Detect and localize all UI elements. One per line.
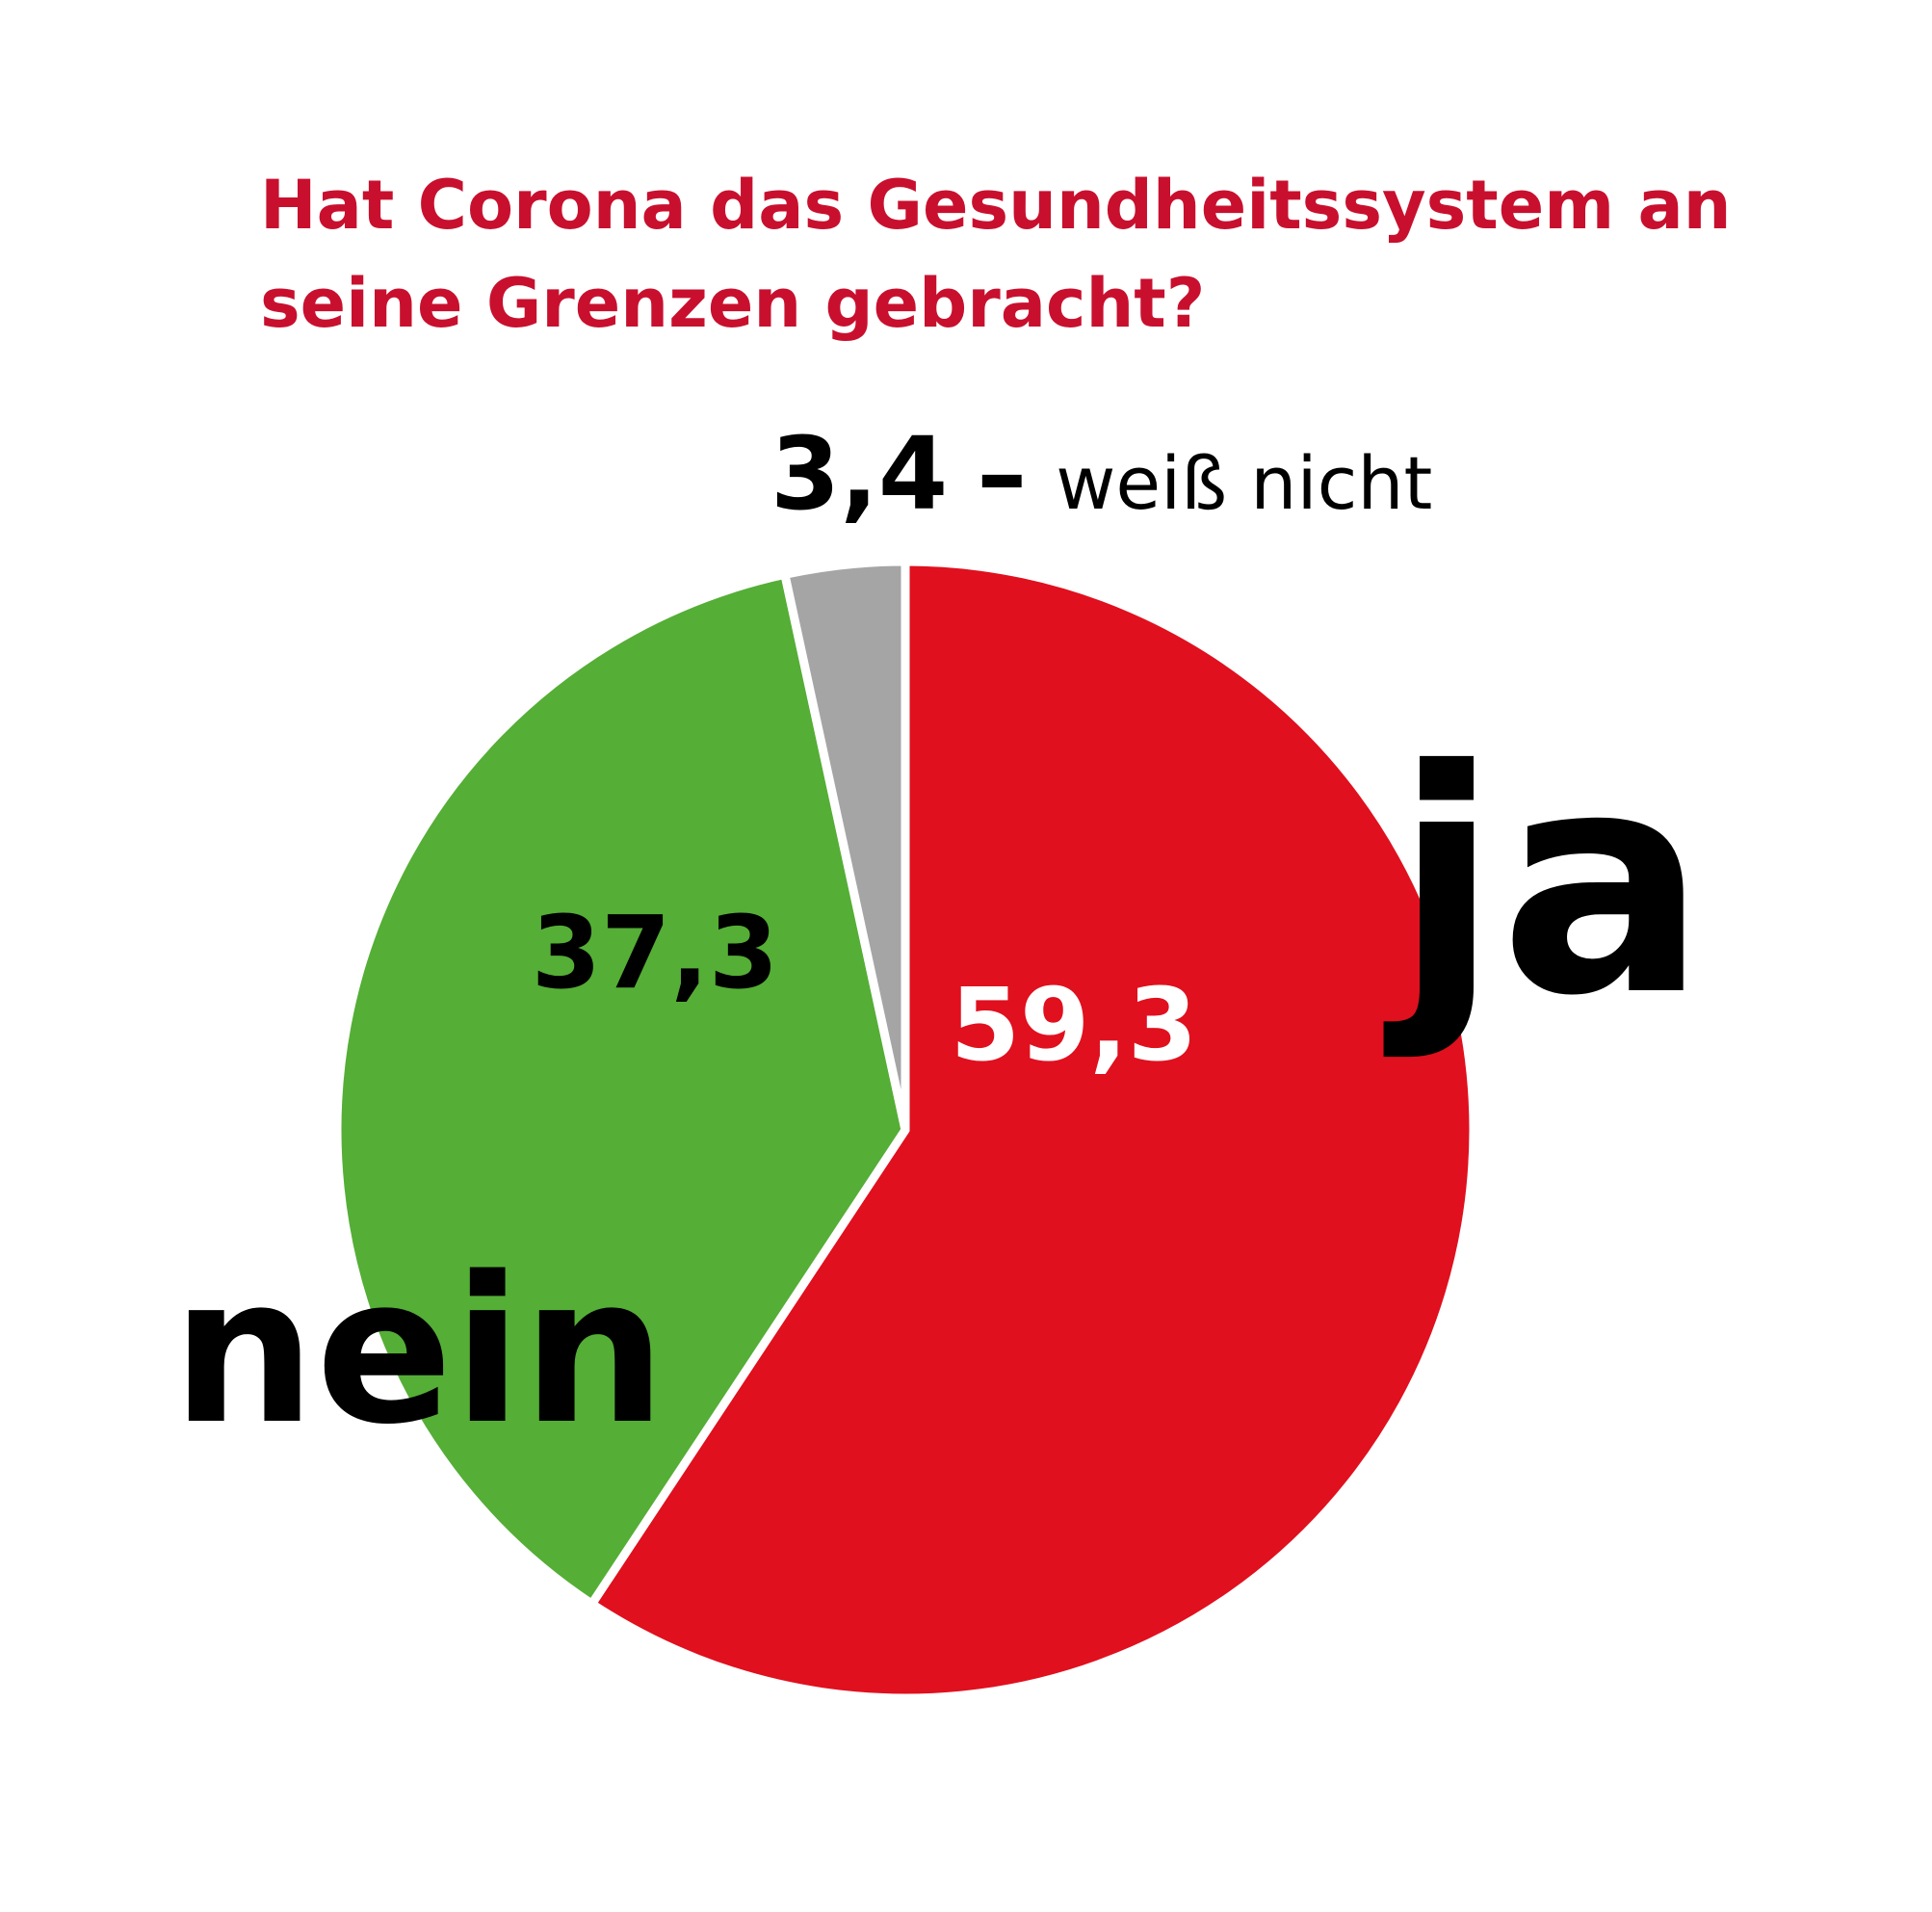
slice-category-label-nein: nein bbox=[171, 1233, 666, 1469]
chart-title: Hat Corona das Gesundheitssystem an sein… bbox=[260, 156, 1762, 353]
weiss-nicht-dash: – bbox=[977, 415, 1027, 533]
chart-title-line-1: Hat Corona das Gesundheitssystem an bbox=[260, 166, 1732, 245]
pie-slices bbox=[332, 557, 1478, 1703]
chart-title-line-2: seine Grenzen gebracht? bbox=[260, 264, 1206, 343]
slice-value-label-nein: 37,3 bbox=[532, 894, 779, 1011]
weiss-nicht-annotation: 3,4– weiß nicht bbox=[770, 415, 1432, 533]
slice-category-label-weiss-nicht: weiß nicht bbox=[1056, 440, 1432, 526]
slice-value-label-ja: 59,3 bbox=[951, 966, 1198, 1084]
pie-slice-ja bbox=[587, 557, 1478, 1703]
pie-slice-nein bbox=[332, 569, 910, 1609]
slice-value-label-weiss-nicht: 3,4 bbox=[770, 415, 948, 533]
slice-category-label-ja: ja bbox=[1379, 705, 1708, 1063]
pie-slice-weiss-nicht bbox=[780, 557, 910, 1135]
